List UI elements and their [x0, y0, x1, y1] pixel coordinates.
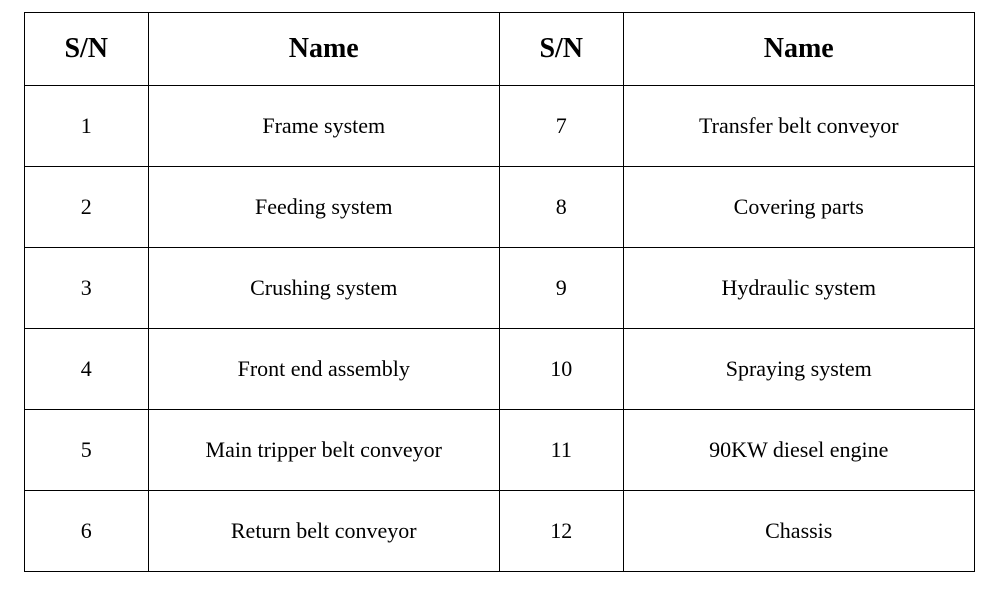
table-row: 3 Crushing system 9 Hydraulic system [25, 248, 975, 329]
col-header-sn-1: S/N [25, 13, 149, 86]
cell-sn: 11 [500, 410, 624, 491]
cell-name: Hydraulic system [623, 248, 975, 329]
cell-sn: 9 [500, 248, 624, 329]
table-row: 1 Frame system 7 Transfer belt conveyor [25, 86, 975, 167]
table-row: 4 Front end assembly 10 Spraying system [25, 329, 975, 410]
cell-sn: 5 [25, 410, 149, 491]
col-header-name-1: Name [148, 13, 500, 86]
cell-sn: 3 [25, 248, 149, 329]
cell-name: Front end assembly [148, 329, 500, 410]
cell-sn: 10 [500, 329, 624, 410]
table-container: S/N Name S/N Name 1 Frame system 7 Trans… [0, 0, 999, 592]
cell-sn: 7 [500, 86, 624, 167]
cell-sn: 1 [25, 86, 149, 167]
table-row: 2 Feeding system 8 Covering parts [25, 167, 975, 248]
cell-name: Transfer belt conveyor [623, 86, 975, 167]
col-header-name-2: Name [623, 13, 975, 86]
components-table: S/N Name S/N Name 1 Frame system 7 Trans… [24, 12, 975, 572]
table-row: 5 Main tripper belt conveyor 11 90KW die… [25, 410, 975, 491]
col-header-sn-2: S/N [500, 13, 624, 86]
cell-name: Chassis [623, 491, 975, 572]
cell-name: Frame system [148, 86, 500, 167]
cell-sn: 12 [500, 491, 624, 572]
cell-name: Spraying system [623, 329, 975, 410]
cell-sn: 8 [500, 167, 624, 248]
cell-name: Return belt conveyor [148, 491, 500, 572]
cell-sn: 6 [25, 491, 149, 572]
cell-name: Crushing system [148, 248, 500, 329]
cell-sn: 4 [25, 329, 149, 410]
cell-name: Main tripper belt conveyor [148, 410, 500, 491]
table-row: 6 Return belt conveyor 12 Chassis [25, 491, 975, 572]
cell-sn: 2 [25, 167, 149, 248]
cell-name: 90KW diesel engine [623, 410, 975, 491]
cell-name: Feeding system [148, 167, 500, 248]
cell-name: Covering parts [623, 167, 975, 248]
table-header-row: S/N Name S/N Name [25, 13, 975, 86]
